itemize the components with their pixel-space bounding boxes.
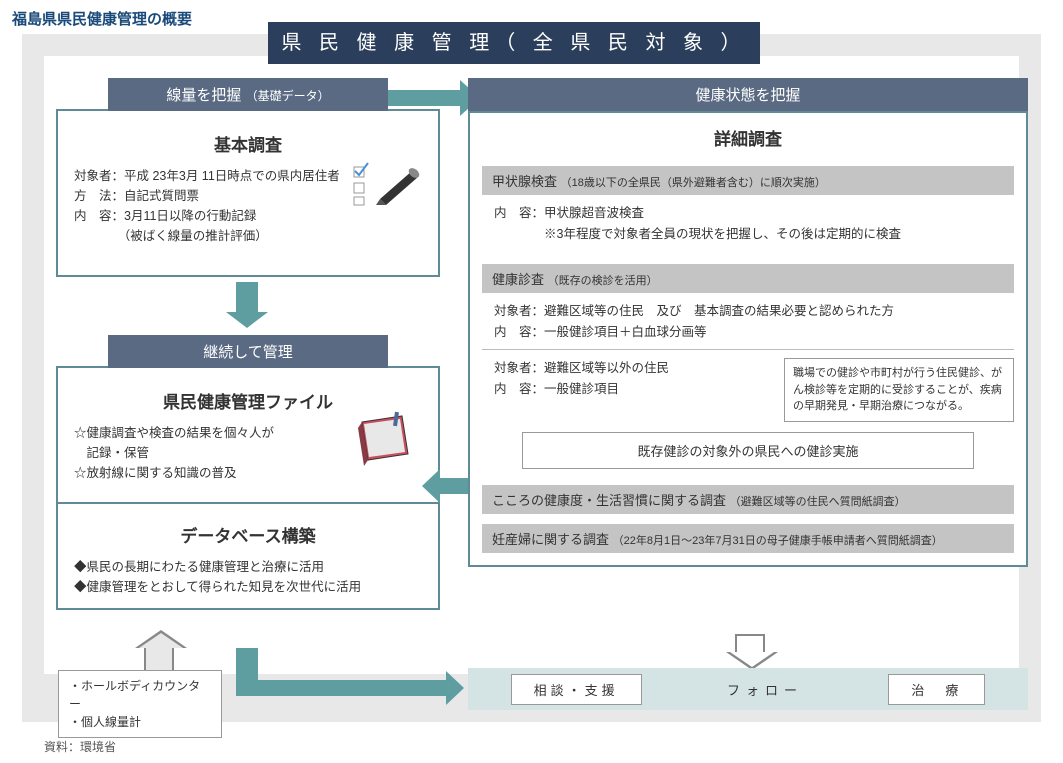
checkup-body2: 対象者：避難区域等以外の住民 内 容：一般健診項目 bbox=[482, 358, 772, 401]
mental-label: こころの健康度・生活習慣に関する調査 bbox=[492, 493, 726, 508]
follow-label: フォロー bbox=[727, 680, 803, 699]
thyroid-body: 内 容：甲状腺超音波検査 ※3年程度で対象者全員の現状を把握し、その後は定期的に… bbox=[482, 195, 1014, 254]
checkup-sub: （既存の検診を活用） bbox=[548, 275, 658, 287]
thyroid-label: 甲状腺検査 bbox=[492, 174, 557, 189]
basic-survey-title: 基本調査 bbox=[74, 131, 422, 156]
main-header: 県 民 健 康 管 理（ 全 県 民 対 象 ） bbox=[268, 22, 760, 64]
follow-treatment: 治 療 bbox=[888, 674, 985, 705]
database-title: データベース構築 bbox=[74, 522, 422, 547]
cu-l3: 対象者：避難区域等以外の住民 bbox=[494, 358, 772, 379]
th-l1: 内 容：甲状腺超音波検査 bbox=[494, 203, 1002, 224]
wbc-l2: ・個人線量計 bbox=[69, 713, 211, 731]
wbc-l1: ・ホールボディカウンター bbox=[69, 677, 211, 713]
follow-strip: 相談・支援 フォロー 治 療 bbox=[468, 668, 1028, 710]
left-column: 線量を把握 （基礎データ） 基本調査 対象者：平成 23年3月 11日時点での県… bbox=[56, 78, 440, 610]
checkup-body1: 対象者：避難区域等の住民 及び 基本調査の結果必要と認められた方 内 容：一般健… bbox=[482, 293, 1014, 344]
manage-header: 継続して管理 bbox=[108, 335, 388, 368]
mental-sub: （避難区域等の住民へ質問紙調査） bbox=[730, 496, 906, 508]
checkup-split: 対象者：避難区域等以外の住民 内 容：一般健診項目 職場での健診や市町村が行う住… bbox=[482, 358, 1014, 422]
preg-label: 妊産婦に関する調査 bbox=[492, 532, 609, 547]
database-box: データベース構築 ◆県民の長期にわたる健康管理と治療に活用 ◆健康管理をとおして… bbox=[56, 502, 440, 610]
pregnancy-bar: 妊産婦に関する調査 （22年8月1日～23年7月31日の母子健康手帳申請者へ質問… bbox=[482, 524, 1014, 553]
dose-header-sub: （基礎データ） bbox=[246, 89, 330, 103]
workplace-note: 職場での健診や市町村が行う住民健診、がん検診等を定期的に受診することが、疾病の早… bbox=[784, 358, 1014, 422]
bs-l4: （被ばく線量の推計評価） bbox=[74, 226, 422, 246]
arrow-detail-to-file bbox=[440, 478, 468, 494]
arrow-detail-down bbox=[735, 634, 765, 652]
thyroid-bar: 甲状腺検査 （18歳以下の全県民（県外避難者含む）に順次実施） bbox=[482, 166, 1014, 195]
arrow-elbow-h bbox=[236, 680, 446, 696]
checkup-bar: 健康診査 （既存の検診を活用） bbox=[482, 264, 1014, 293]
existing-checkup-box: 既存健診の対象外の県民への健診実施 bbox=[522, 432, 974, 469]
dose-header-label: 線量を把握 bbox=[166, 87, 241, 104]
db-l1: ◆県民の長期にわたる健康管理と治療に活用 bbox=[74, 557, 422, 577]
bs-l3: 内 容：3月11日以降の行動記録 bbox=[74, 206, 422, 226]
pen-checklist-icon bbox=[350, 159, 422, 207]
wbc-note: ・ホールボディカウンター ・個人線量計 bbox=[58, 670, 222, 738]
cu-l2: 内 容：一般健診項目＋白血球分画等 bbox=[494, 322, 1002, 343]
source-citation: 資料：環境省 bbox=[44, 738, 116, 755]
follow-consult: 相談・支援 bbox=[511, 674, 642, 705]
th-l2: ※3年程度で対象者全員の現状を把握し、その後は定期的に検査 bbox=[494, 224, 1002, 245]
thyroid-sub: （18歳以下の全県民（県外避難者含む）に順次実施） bbox=[561, 177, 826, 189]
database-text: ◆県民の長期にわたる健康管理と治療に活用 ◆健康管理をとおして得られた知見を次世… bbox=[74, 557, 422, 597]
cu-l1: 対象者：避難区域等の住民 及び 基本調査の結果必要と認められた方 bbox=[494, 301, 1002, 322]
arrow-survey-to-manage bbox=[236, 282, 258, 312]
health-status-header: 健康状態を把握 bbox=[468, 78, 1028, 111]
detail-survey-box: 詳細調査 甲状腺検査 （18歳以下の全県民（県外避難者含む）に順次実施） 内 容… bbox=[468, 111, 1028, 567]
mental-bar: こころの健康度・生活習慣に関する調査 （避難区域等の住民へ質問紙調査） bbox=[482, 485, 1014, 514]
preg-sub: （22年8月1日～23年7月31日の母子健康手帳申請者へ質問紙調査） bbox=[613, 535, 943, 547]
file-box: 県民健康管理ファイル ☆健康調査や検査の結果を個々人が 記録・保管 ☆放射線に関… bbox=[56, 366, 440, 504]
detail-title: 詳細調査 bbox=[482, 113, 1014, 156]
cu-l4: 内 容：一般健診項目 bbox=[494, 379, 772, 400]
notebook-icon bbox=[350, 410, 418, 470]
db-l2: ◆健康管理をとおして得られた知見を次世代に活用 bbox=[74, 577, 422, 597]
checkup-label: 健康診査 bbox=[492, 272, 544, 287]
basic-survey-box: 基本調査 対象者：平成 23年3月 11日時点での県内居住者 方 法：自記式質問… bbox=[56, 109, 440, 277]
right-column: 健康状態を把握 詳細調査 甲状腺検査 （18歳以下の全県民（県外避難者含む）に順… bbox=[468, 78, 1028, 567]
dose-header: 線量を把握 （基礎データ） bbox=[108, 78, 388, 111]
